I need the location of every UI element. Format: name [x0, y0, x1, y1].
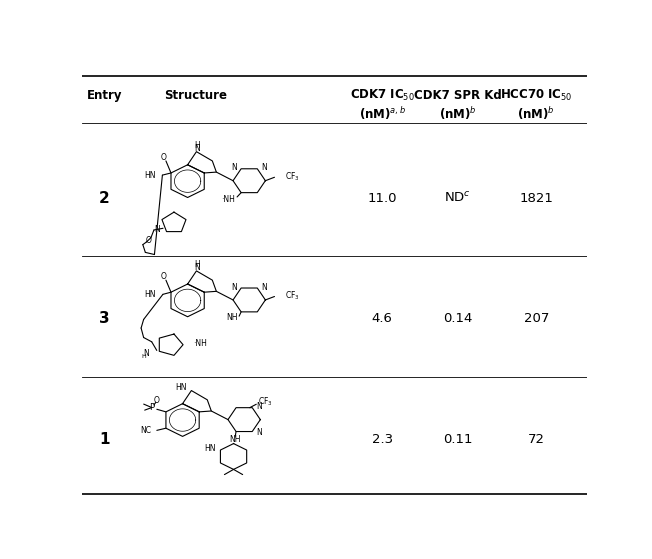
Text: CDK7 SPR Kd: CDK7 SPR Kd — [414, 89, 502, 102]
Text: HN: HN — [175, 383, 186, 392]
Text: Entry: Entry — [87, 89, 122, 102]
Text: (nM)$^{b}$: (nM)$^{b}$ — [518, 105, 555, 122]
Text: 11.0: 11.0 — [368, 192, 397, 205]
Text: CF$_3$: CF$_3$ — [284, 290, 299, 302]
Text: P: P — [149, 403, 155, 412]
Text: N: N — [143, 349, 149, 358]
Text: NH: NH — [230, 435, 241, 444]
Text: HN: HN — [144, 170, 156, 179]
Text: N: N — [261, 163, 267, 172]
Text: N: N — [256, 428, 262, 437]
Text: N: N — [194, 144, 200, 153]
Text: N: N — [261, 283, 267, 292]
Text: N: N — [194, 263, 200, 272]
Text: (nM)$^{b}$: (nM)$^{b}$ — [439, 105, 477, 122]
Text: CF$_3$: CF$_3$ — [258, 395, 273, 408]
Text: CF$_3$: CF$_3$ — [284, 170, 299, 183]
Text: ·NH: ·NH — [193, 339, 207, 348]
Text: O: O — [161, 153, 167, 162]
Text: 1: 1 — [99, 432, 110, 447]
Text: NH: NH — [227, 314, 238, 323]
Text: ND$^{c}$: ND$^{c}$ — [445, 191, 471, 205]
Text: O: O — [146, 236, 152, 245]
Text: 1821: 1821 — [520, 192, 553, 205]
Text: HN: HN — [204, 444, 215, 453]
Text: H: H — [194, 141, 200, 150]
Text: N: N — [231, 283, 237, 292]
Text: H: H — [141, 354, 146, 359]
Text: O: O — [154, 396, 160, 405]
Text: Structure: Structure — [164, 89, 227, 102]
Text: 72: 72 — [527, 433, 545, 446]
Text: O: O — [161, 272, 167, 281]
Text: 207: 207 — [524, 312, 549, 325]
Text: 2.3: 2.3 — [372, 433, 393, 446]
Text: 0.14: 0.14 — [443, 312, 473, 325]
Text: H: H — [194, 260, 200, 269]
Text: CDK7 IC$_{50}$: CDK7 IC$_{50}$ — [349, 88, 415, 103]
Text: 4.6: 4.6 — [372, 312, 393, 325]
Text: 0.11: 0.11 — [443, 433, 473, 446]
Text: N: N — [256, 402, 262, 411]
Text: (nM)$^{a, b}$: (nM)$^{a, b}$ — [359, 105, 406, 122]
Text: 3: 3 — [99, 311, 110, 326]
Text: N: N — [155, 225, 160, 234]
Text: N: N — [231, 163, 237, 172]
Text: ·NH: ·NH — [220, 195, 235, 204]
Text: HN: HN — [144, 290, 156, 299]
Text: NC: NC — [140, 426, 151, 435]
Text: 2: 2 — [99, 191, 110, 206]
Text: HCC70 IC$_{50}$: HCC70 IC$_{50}$ — [500, 88, 572, 103]
